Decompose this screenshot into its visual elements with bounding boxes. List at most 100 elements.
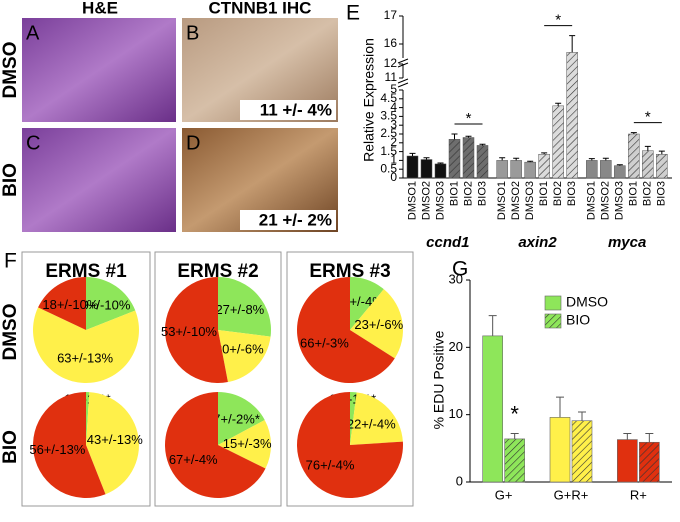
bar (571, 420, 593, 483)
pie-slice (86, 277, 136, 330)
column-header: CTNNB1 IHC (209, 0, 312, 17)
row-label: DMSO (0, 42, 21, 99)
pie-slice (165, 277, 228, 383)
error-bar (569, 35, 576, 53)
micrograph (22, 128, 176, 232)
y-tick-label: 10 (449, 406, 463, 421)
pie-label: 66+/-3% (300, 335, 349, 350)
micrograph (22, 18, 176, 122)
legend-label: BIO (566, 312, 590, 328)
error-bar (423, 157, 430, 160)
panel-letter: E (346, 2, 360, 25)
x-tick-label: DMSO1 (586, 181, 598, 220)
error-bar (630, 132, 637, 134)
error-bar (623, 433, 632, 440)
x-tick-label: BIO3 (656, 181, 668, 206)
panel-letter: B (186, 22, 199, 44)
x-tick-label: BIO2 (462, 181, 474, 206)
pie-slice (218, 330, 271, 383)
pie-label: 15+/-3% (223, 436, 272, 451)
significance: * (555, 12, 561, 29)
pie-label: 53+/-10% (161, 324, 217, 339)
pie-slice (218, 419, 271, 469)
error-bar (644, 145, 651, 151)
pie-label: 76+/-4% (306, 458, 355, 473)
error-bar (479, 143, 486, 146)
bar (406, 155, 419, 179)
bar (600, 160, 612, 179)
x-tick-label: BIO3 (476, 181, 488, 206)
bar (639, 441, 660, 483)
bar (434, 163, 447, 179)
error-bar (616, 164, 623, 166)
pie-label: 20+/-6% (215, 341, 264, 356)
bar (566, 52, 578, 179)
group-label: axin2 (518, 234, 557, 251)
bar (524, 161, 536, 179)
pie-label: 23+/-6% (354, 317, 403, 332)
pie-slice (350, 392, 403, 445)
x-tick-label: R+ (630, 487, 647, 502)
bar (642, 150, 654, 179)
error-bar (488, 315, 497, 336)
x-tick-label: BIO1 (448, 181, 460, 206)
y-axis-label: Relative Expression (361, 38, 377, 162)
pie-slice (297, 392, 403, 498)
x-tick-label: DMSO2 (510, 181, 522, 220)
x-tick-label: DMSO1 (406, 181, 418, 220)
bar (462, 137, 475, 179)
label-box (240, 210, 336, 230)
y-tick-label: 4 (390, 100, 397, 114)
x-tick-label: DMSO3 (524, 181, 536, 220)
error-bar (602, 157, 609, 161)
pie-label: 19+/-10% (74, 297, 130, 312)
y-tick-label: 17 (384, 8, 398, 22)
error-bar (527, 160, 534, 163)
y-tick-label: 2 (390, 135, 397, 149)
legend-swatch (544, 295, 562, 311)
panel-frame (21, 251, 151, 507)
pie-slice (38, 277, 86, 330)
y-tick-label: 16 (384, 36, 398, 50)
legend-swatch (544, 313, 562, 329)
y-tick-label: 0.5 (380, 161, 397, 175)
panel-letter: C (26, 132, 40, 154)
quantification: 11 +/- 4% (260, 100, 332, 119)
panel-frame (286, 251, 414, 507)
x-tick-label: BIO1 (628, 181, 640, 206)
pie-slice (86, 392, 90, 445)
quantification: 21 +/- 2% (259, 210, 332, 229)
row-label: BIO (0, 430, 21, 464)
pie-label: 56+/-13% (29, 442, 85, 457)
bar (448, 139, 461, 179)
x-tick-label: BIO1 (538, 181, 550, 206)
row-label: DMSO (0, 304, 21, 361)
x-tick-label: G+ (495, 487, 513, 502)
panel-letter: A (26, 22, 40, 44)
panel-letter: F (4, 250, 17, 273)
bar (482, 335, 503, 483)
significance: * (510, 401, 519, 426)
error-bar (658, 150, 665, 155)
y-tick-label: 4.5 (380, 91, 397, 105)
row-label: BIO (0, 163, 21, 197)
x-tick-label: DMSO2 (420, 181, 432, 220)
pie-label: 43+/-13% (87, 432, 143, 447)
pie-slice (350, 289, 404, 359)
bar (476, 145, 489, 179)
bar (628, 133, 640, 179)
pie-label: 27+/-8% (215, 302, 264, 317)
pie-slice (218, 392, 265, 445)
error-bar (510, 433, 519, 439)
pie-title: ERMS #3 (309, 261, 390, 282)
y-axis-label: % EDU Positive (431, 330, 447, 429)
x-tick-label: BIO2 (642, 181, 654, 206)
group-label: ccnd1 (426, 234, 469, 251)
y-tick-label: 11 (385, 70, 398, 84)
panel-letter: G (452, 258, 468, 281)
column-header: H&E (82, 0, 118, 17)
pie-label: 17+/-2%* (206, 411, 260, 426)
pie-slice (297, 277, 395, 383)
pie-label: 22+/-4% (347, 416, 396, 431)
error-bar (437, 162, 444, 164)
